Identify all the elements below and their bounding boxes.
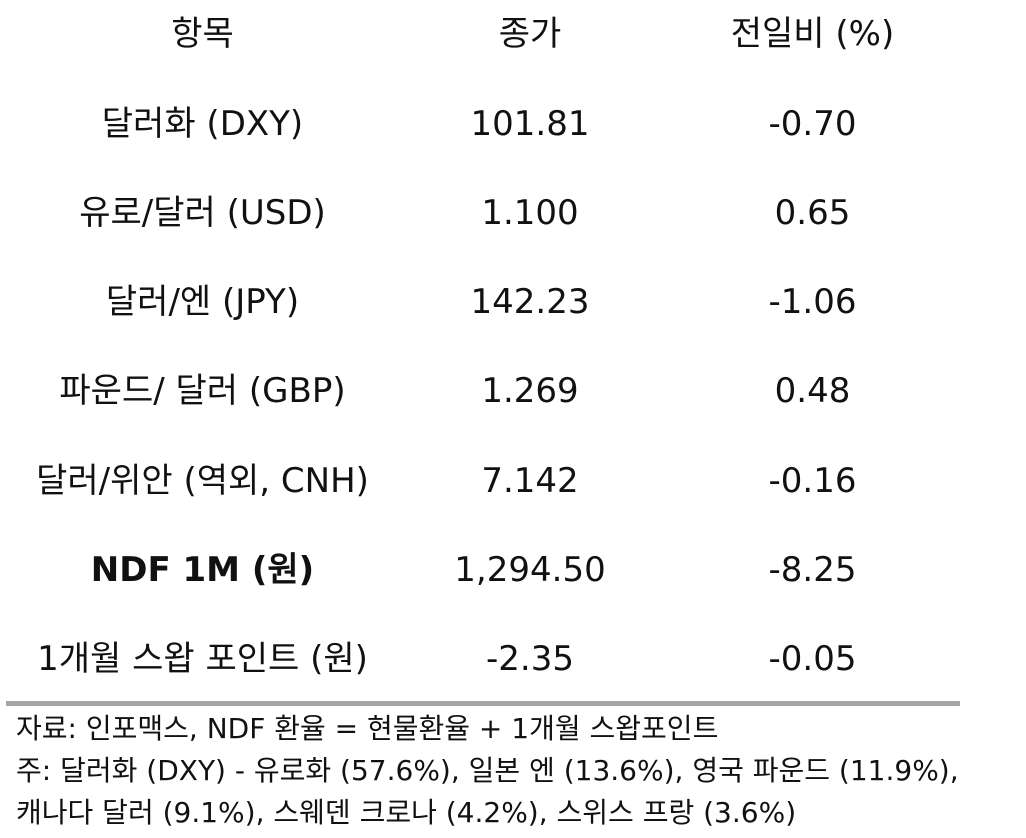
item-name: 유로/달러 (USD) — [79, 193, 326, 233]
change-value: -0.05 — [768, 639, 857, 679]
table-row: 파운드/ 달러 (GBP) 1.269 0.48 — [0, 361, 1026, 421]
close-value: -2.35 — [486, 639, 574, 679]
footnotes: 자료: 인포맥스, NDF 환율 = 현물환율 + 1개월 스왑포인트 주: 달… — [16, 708, 1024, 834]
close-value: 7.142 — [481, 461, 579, 501]
table-row: 1개월 스왑 포인트 (원) -2.35 -0.05 — [0, 629, 1026, 689]
header-close: 종가 — [498, 14, 562, 54]
header-item: 항목 — [171, 14, 234, 54]
change-value: -0.16 — [768, 461, 857, 501]
item-name: NDF 1M (원) — [90, 550, 315, 590]
change-value: 0.65 — [774, 193, 851, 233]
table-row: 유로/달러 (USD) 1.100 0.65 — [0, 183, 1026, 243]
table-divider — [6, 701, 960, 706]
close-value: 1,294.50 — [454, 550, 606, 590]
item-name: 달러/엔 (JPY) — [105, 282, 300, 322]
item-name: 달러화 (DXY) — [101, 104, 304, 144]
close-value: 1.269 — [481, 371, 579, 411]
table-row: 달러/위안 (역외, CNH) 7.142 -0.16 — [0, 451, 1026, 511]
weights-note-line-1: 주: 달러화 (DXY) - 유로화 (57.6%), 일본 엔 (13.6%)… — [16, 754, 959, 787]
table-row-highlight: NDF 1M (원) 1,294.50 -8.25 — [0, 540, 1026, 600]
change-value: -0.70 — [768, 104, 857, 144]
close-value: 1.100 — [481, 193, 579, 233]
change-value: -1.06 — [768, 282, 857, 322]
close-value: 101.81 — [470, 104, 590, 144]
table-row: 달러/엔 (JPY) 142.23 -1.06 — [0, 272, 1026, 332]
weights-note-line-2: 캐나다 달러 (9.1%), 스웨덴 크로나 (4.2%), 스위스 프랑 (3… — [16, 796, 797, 829]
source-note: 자료: 인포맥스, NDF 환율 = 현물환율 + 1개월 스왑포인트 — [16, 712, 719, 745]
change-value: -8.25 — [768, 550, 857, 590]
item-name: 파운드/ 달러 (GBP) — [59, 371, 346, 411]
table-header-row: 항목 종가 전일비 (%) — [0, 4, 1026, 64]
item-name: 1개월 스왑 포인트 (원) — [37, 639, 368, 679]
table-row: 달러화 (DXY) 101.81 -0.70 — [0, 94, 1026, 154]
item-name: 달러/위안 (역외, CNH) — [36, 461, 369, 501]
change-value: 0.48 — [774, 371, 851, 411]
close-value: 142.23 — [470, 282, 590, 322]
header-change: 전일비 (%) — [730, 14, 895, 54]
